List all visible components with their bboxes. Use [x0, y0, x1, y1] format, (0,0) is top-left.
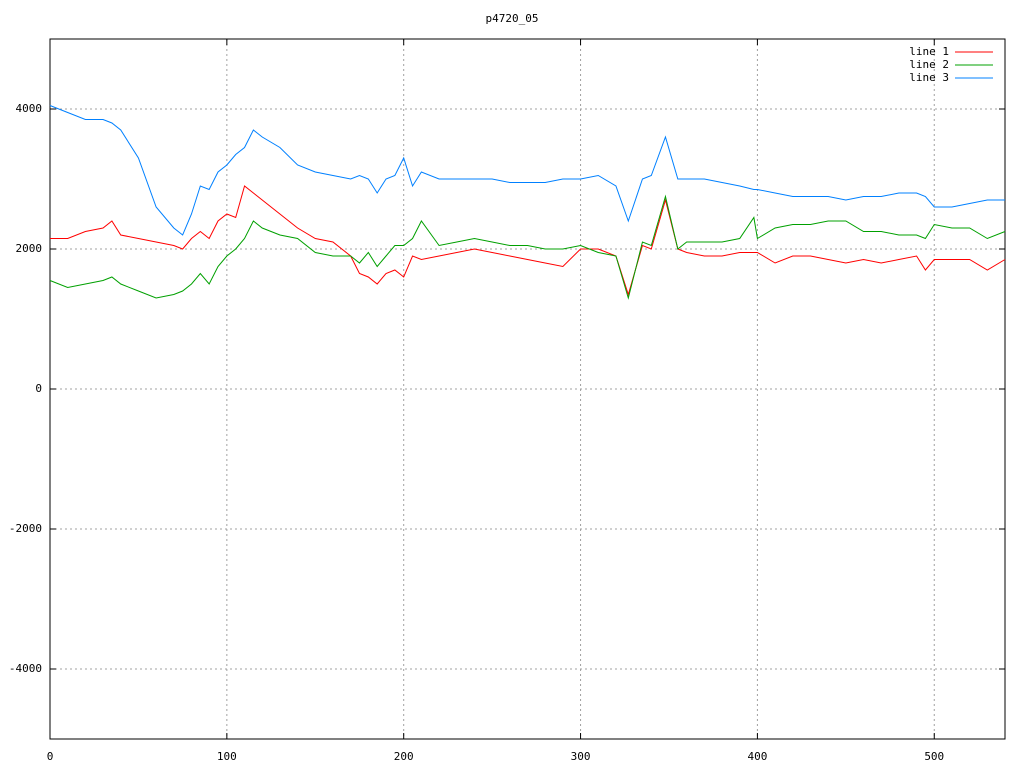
legend-label: line 2	[909, 58, 949, 71]
x-tick-label: 500	[924, 750, 944, 763]
chart-title: p4720_05	[486, 12, 539, 25]
x-tick-label: 0	[47, 750, 54, 763]
x-tick-label: 400	[747, 750, 767, 763]
x-tick-label: 100	[217, 750, 237, 763]
y-tick-label: 4000	[16, 102, 43, 115]
plot-border	[49, 38, 1006, 740]
y-tick-label: 2000	[16, 242, 43, 255]
x-tick-label: 200	[394, 750, 414, 763]
legend-label: line 3	[909, 71, 949, 84]
data-line	[49, 194, 1006, 300]
data-line	[49, 105, 1005, 236]
x-tick-label: 300	[571, 750, 591, 763]
y-tick-label: -4000	[9, 662, 42, 675]
y-tick-label: -2000	[9, 522, 42, 535]
legend-label: line 1	[909, 45, 949, 58]
y-tick-label: 0	[35, 382, 42, 395]
data-line	[50, 185, 1006, 297]
